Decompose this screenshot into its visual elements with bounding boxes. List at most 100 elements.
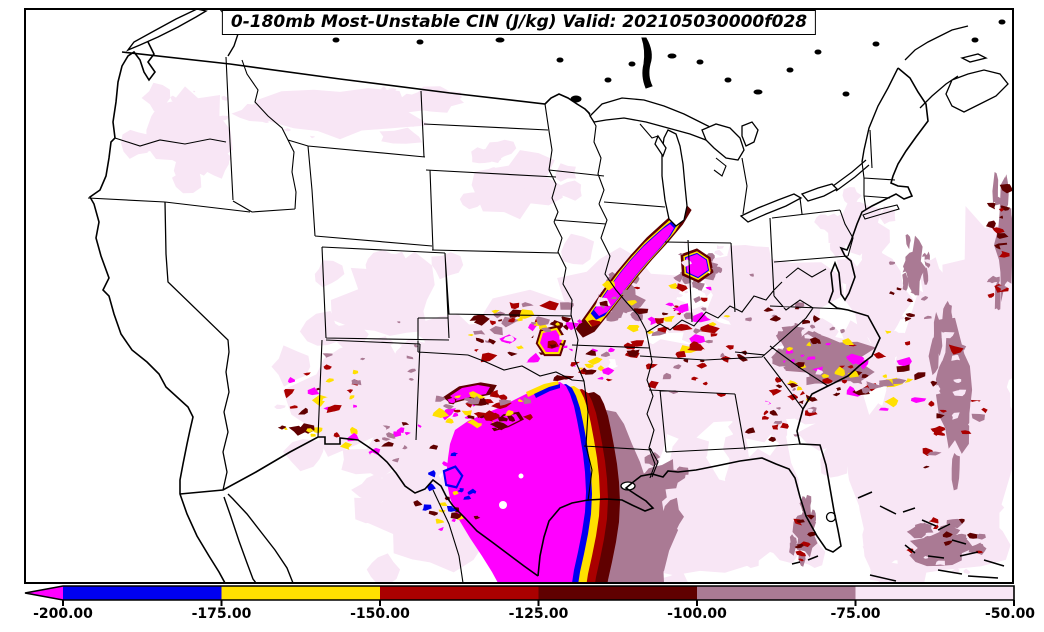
speckle (527, 186, 534, 190)
speckle (380, 86, 387, 90)
speckle (956, 533, 967, 539)
speckle (693, 328, 702, 334)
soft-region-b75 (561, 233, 595, 265)
speckle (480, 352, 498, 363)
speckle (626, 349, 640, 358)
speckle (914, 372, 926, 381)
speckle (199, 128, 203, 131)
soft-region-b75 (330, 251, 435, 336)
contour-fill-layer (121, 82, 1044, 582)
speckle (905, 262, 912, 269)
speckle (519, 357, 529, 365)
speckle (467, 419, 485, 429)
colorbar-segment--175 (221, 586, 381, 600)
canada-maritimes-coast (904, 25, 1009, 113)
speckle (499, 341, 515, 355)
rim-strip-b175 (526, 381, 559, 397)
speckle (442, 461, 450, 467)
speckle (842, 338, 854, 345)
speckle (299, 124, 307, 129)
green-bay (654, 134, 667, 158)
speckle (175, 129, 184, 133)
speckle (832, 392, 841, 397)
speckle (373, 438, 381, 443)
speckle (745, 317, 752, 322)
speckle (784, 357, 793, 369)
speckle (777, 312, 783, 319)
speckle (396, 427, 405, 433)
speckle (673, 364, 682, 370)
speckle (794, 362, 805, 369)
speckle (553, 375, 565, 381)
speckle (524, 328, 537, 340)
colorbar-tick-label: -175.00 (192, 606, 252, 622)
soft-region-b75 (724, 456, 749, 501)
speckle (543, 189, 547, 192)
speckle (562, 345, 568, 348)
speckle (710, 371, 718, 376)
soft-region-b100 (1010, 214, 1012, 236)
speckle (378, 352, 388, 359)
speckle (995, 196, 1005, 206)
white-hole (499, 501, 507, 509)
speckle (672, 323, 693, 331)
speckle (376, 110, 380, 113)
speckle (570, 361, 580, 367)
speckle (283, 128, 291, 132)
speckle (338, 133, 343, 136)
speckle (217, 115, 229, 121)
speckle (835, 387, 841, 391)
soft-region-b75 (839, 418, 887, 451)
speckle (749, 273, 754, 277)
speckle (316, 387, 321, 391)
cuba-bahamas-islands (791, 491, 1005, 582)
speckle (922, 252, 928, 257)
speckle (942, 531, 953, 538)
soft-region-b75 (554, 163, 577, 182)
soft-region-b75 (966, 363, 991, 410)
lake-superior (589, 97, 717, 141)
speckle (689, 341, 701, 348)
speckle (786, 380, 798, 385)
soft-region-b100 (606, 311, 619, 322)
speckle (547, 340, 559, 349)
speckle (930, 427, 941, 434)
speckle (648, 380, 659, 389)
soft-region-b75 (271, 345, 311, 387)
speckle (800, 541, 811, 548)
soft-region-b75 (558, 180, 582, 201)
speckle (645, 363, 658, 370)
speckle (348, 117, 354, 120)
speckle (438, 526, 444, 531)
speckle (809, 324, 816, 329)
speckle (939, 409, 947, 413)
speckle (920, 522, 930, 527)
speckle (307, 387, 320, 396)
speckle (172, 116, 176, 118)
speckle (800, 354, 805, 357)
speckle (514, 195, 518, 198)
speckle (739, 396, 750, 404)
speckle (668, 283, 678, 290)
soft-region-b75 (1021, 321, 1044, 367)
speckle (585, 369, 597, 375)
soft-region-b75 (877, 205, 896, 225)
georgian-bay (741, 121, 759, 147)
speckle (392, 354, 399, 358)
speckle (715, 272, 723, 278)
speckle (440, 408, 457, 421)
speckle (745, 267, 754, 276)
speckle (895, 315, 905, 320)
speckle (588, 319, 601, 327)
speckle (695, 371, 701, 375)
speckle (705, 286, 712, 291)
soft-region-b75 (413, 441, 447, 476)
speckle (634, 286, 641, 290)
soft-region-b75 (736, 529, 760, 568)
speckle (537, 199, 542, 202)
speckle (641, 318, 651, 327)
soft-region-b75 (490, 375, 538, 400)
speckle (888, 261, 896, 265)
speckle (689, 334, 706, 344)
speckle (847, 365, 854, 369)
